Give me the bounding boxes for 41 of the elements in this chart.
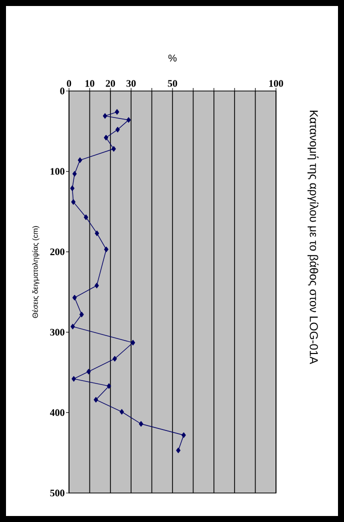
point <box>102 113 108 119</box>
point <box>84 214 88 220</box>
y-tick-label: 300 <box>50 328 64 336</box>
point <box>104 134 108 140</box>
point <box>71 199 76 205</box>
x-tick-label: 10 <box>86 80 94 87</box>
point <box>112 356 117 362</box>
text: Κατανομή της αργίλου με το βάθος στον LOG-01A <box>308 110 318 364</box>
point <box>104 246 108 252</box>
x-axis-title: % <box>168 54 177 62</box>
y-tick-label: 500 <box>50 490 64 496</box>
point <box>79 312 84 318</box>
x-tick-label: 0 <box>66 80 72 87</box>
point <box>86 368 91 374</box>
y-tick-label: 400 <box>50 409 64 416</box>
point <box>94 230 100 236</box>
x-tick-label: 50 <box>168 80 178 87</box>
y-tick-label: 100 <box>50 168 64 175</box>
point <box>106 383 112 389</box>
point <box>112 146 116 152</box>
point <box>120 409 124 415</box>
point <box>72 294 77 300</box>
point <box>70 186 74 192</box>
point <box>72 376 76 382</box>
point <box>130 340 136 346</box>
point <box>182 432 186 438</box>
point <box>116 126 120 132</box>
point <box>72 171 77 177</box>
point <box>70 324 75 330</box>
x-tick-label: 30 <box>126 80 136 87</box>
point <box>176 448 180 454</box>
x-tick-label: 20 <box>106 80 116 87</box>
x-tick-label: 100 <box>269 80 284 87</box>
y-tick-label: 200 <box>50 248 64 256</box>
point <box>78 157 82 163</box>
y-tick-label: 0 <box>60 88 64 94</box>
point <box>94 396 98 402</box>
point <box>138 421 144 427</box>
point <box>126 117 131 123</box>
point <box>114 109 120 115</box>
point <box>94 282 99 288</box>
